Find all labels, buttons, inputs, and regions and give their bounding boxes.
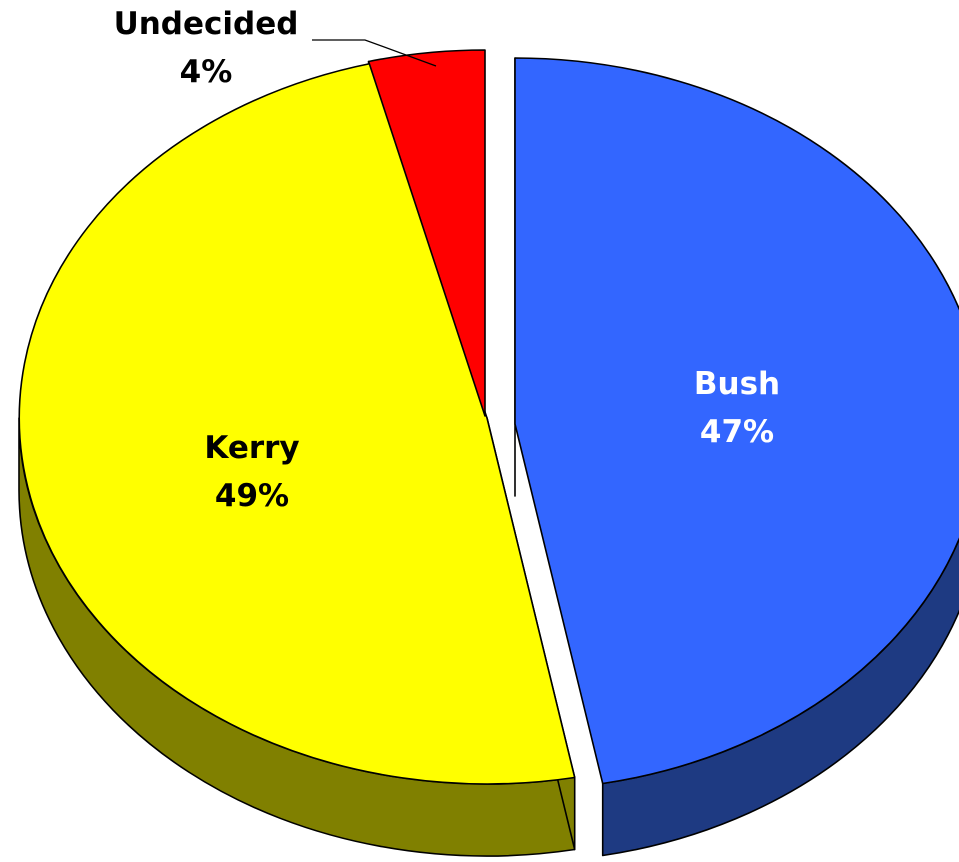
pie-labels: Bush 47% Kerry 49% Undecided 4%: [114, 6, 781, 514]
bush-percent-label: 47%: [700, 414, 774, 450]
undecided-percent-label: 4%: [180, 54, 233, 90]
bush-label: Bush: [694, 366, 780, 402]
kerry-label: Kerry: [204, 430, 299, 466]
undecided-label: Undecided: [114, 6, 299, 42]
undecided-leader-line: [312, 39, 437, 67]
pie-tops: [18, 49, 959, 785]
bush-slice: [514, 57, 959, 785]
undecided-slice: [367, 49, 486, 417]
kerry-percent-label: 49%: [215, 478, 289, 514]
kerry-slice: [18, 62, 576, 785]
